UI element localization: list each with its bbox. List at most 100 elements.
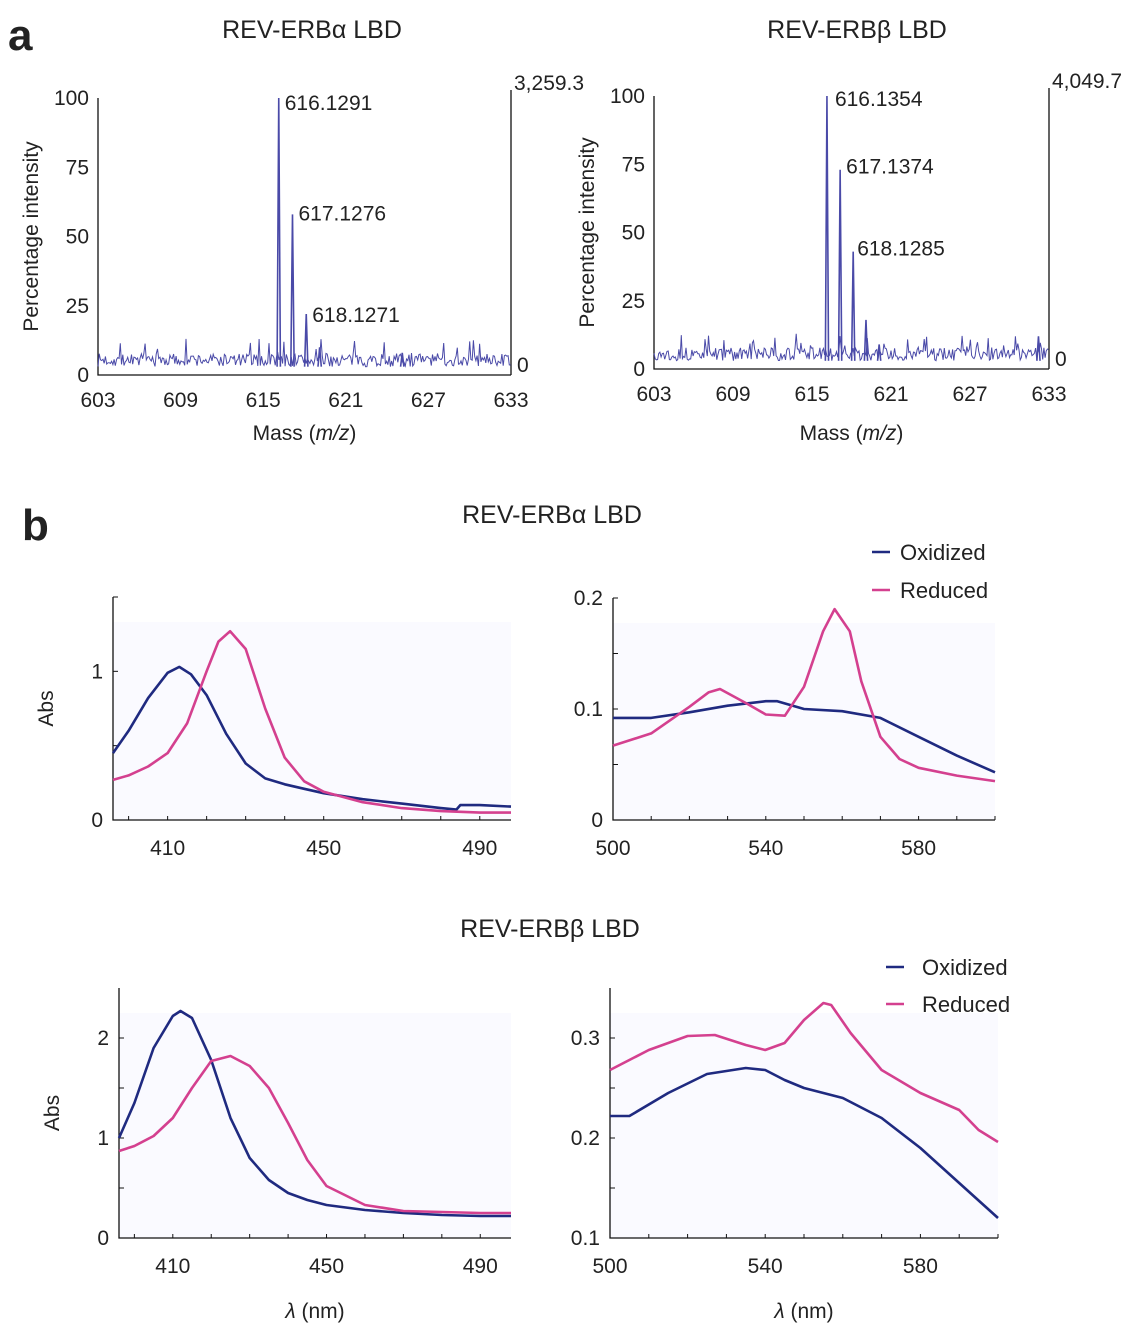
x-tick-label: 500	[592, 1255, 627, 1278]
x-tick-label: 500	[595, 837, 630, 860]
series-line-reduced	[118, 1054, 511, 1215]
axis-lines	[97, 90, 512, 376]
peak-label: 618.1285	[857, 238, 945, 261]
series-line-oxidized	[117, 1009, 511, 1218]
series-line-oxidized	[610, 1066, 999, 1219]
spectrum-peak	[876, 344, 882, 361]
peak-label: 617.1374	[846, 156, 934, 179]
y-axis-label: Abs	[35, 690, 58, 726]
spectrum-peak	[276, 97, 282, 367]
y-tick-label: 0.1	[571, 1227, 600, 1250]
x-tick-label: 580	[903, 1255, 938, 1278]
x-tick-label: 627	[411, 389, 446, 412]
axis-lines	[118, 988, 511, 1239]
plot-background	[119, 1013, 511, 1238]
right-axis-max-label: 3,259.3	[514, 72, 584, 95]
x-tick-label: 490	[462, 837, 497, 860]
peak-label: 617.1276	[298, 202, 386, 225]
y-tick-label: 1	[91, 660, 103, 683]
axis-lines	[653, 88, 1050, 370]
y-axis-label: Abs	[41, 1095, 64, 1131]
x-tick-label: 621	[328, 389, 363, 412]
spectrum-peak	[290, 214, 295, 367]
y-tick-label: 50	[622, 222, 645, 245]
panel-label-b: b	[22, 501, 49, 550]
right-axis-zero-label: 0	[1055, 348, 1067, 371]
spectrum-peak	[399, 352, 405, 367]
spectrum-peak	[850, 251, 856, 361]
y-tick-label: 0	[97, 1227, 109, 1250]
series-line-reduced	[112, 629, 511, 814]
x-tick-label: 621	[873, 383, 908, 406]
legend-beta: Oxidized Reduced	[886, 955, 1010, 1017]
x-tick-label: 580	[901, 837, 936, 860]
peak-label: 618.1271	[312, 304, 400, 327]
x-axis-label: Mass (m/z)	[253, 422, 357, 445]
series-line-reduced	[612, 607, 996, 783]
x-tick-label: 615	[246, 389, 281, 412]
absorbance-chart-beta-soret: 0 1 2 410 450 490 Abs λ (nm)	[41, 988, 511, 1323]
chart-title-abs-alpha: REV-ERBα LBD	[462, 501, 642, 529]
x-tick-label: 609	[715, 383, 750, 406]
y-tick-label: 0.2	[571, 1127, 600, 1150]
peak-label: 616.1291	[285, 92, 373, 115]
y-tick-label: 0.3	[571, 1027, 600, 1050]
x-axis-label: λ (nm)	[284, 1300, 344, 1323]
legend-label-reduced: Reduced	[922, 992, 1010, 1017]
y-tick-label: 0	[77, 364, 89, 387]
x-tick-label: 603	[636, 383, 671, 406]
spectrum-peak	[824, 95, 830, 361]
legend-alpha: Oxidized Reduced	[872, 540, 988, 603]
right-axis-zero-label: 0	[517, 354, 529, 377]
series-line-reduced	[609, 1001, 999, 1144]
y-tick-label: 0	[91, 809, 103, 832]
peak-label: 616.1354	[835, 88, 923, 111]
y-tick-label: 25	[66, 295, 89, 318]
y-tick-label: 50	[66, 226, 89, 249]
chart-title-abs-beta: REV-ERBβ LBD	[460, 915, 640, 943]
spectrum-peak	[837, 169, 843, 361]
chart-title-ms-alpha: REV-ERBα LBD	[222, 16, 402, 44]
y-tick-label: 0	[591, 809, 603, 832]
x-tick-label: 540	[748, 837, 783, 860]
y-axis-label: Percentage intensity	[576, 137, 599, 328]
x-tick-label: 450	[309, 1255, 344, 1278]
y-tick-label: 1	[97, 1127, 109, 1150]
spectrum-peak	[317, 347, 323, 367]
right-axis-max-label: 4,049.7	[1052, 70, 1122, 93]
spectrum-peak	[303, 314, 309, 367]
y-tick-label: 100	[54, 87, 89, 110]
x-tick-label: 540	[748, 1255, 783, 1278]
series-line-oxidized	[111, 665, 512, 811]
x-tick-label: 450	[306, 837, 341, 860]
absorbance-chart-alpha-q: 0 0.1 0.2 500 540 580	[574, 587, 996, 860]
x-tick-label: 615	[794, 383, 829, 406]
y-tick-label: 25	[622, 290, 645, 313]
x-tick-label: 410	[150, 837, 185, 860]
y-tick-label: 0	[633, 358, 645, 381]
x-tick-label: 633	[493, 389, 528, 412]
legend-label-oxidized: Oxidized	[922, 955, 1008, 980]
absorbance-chart-alpha-soret: 0 1 410 450 490 Abs	[35, 596, 512, 860]
x-tick-label: 603	[80, 389, 115, 412]
legend-label-reduced: Reduced	[900, 578, 988, 603]
legend-label-oxidized: Oxidized	[900, 540, 986, 565]
y-axis-label: Percentage intensity	[20, 141, 43, 332]
mass-spec-chart-beta: 0 25 50 75 100 603 609 615 621 627 633 4,049.7 0 Perc…	[576, 70, 1122, 445]
absorbance-chart-beta-q: 0.1 0.2 0.3 500 540 580 λ (nm)	[571, 988, 999, 1323]
spectrum-peak	[1036, 336, 1041, 361]
mass-spec-chart-alpha: 0 25 50 75 100 603 609 615 621 627 633 3,259.3 0 Perc…	[20, 72, 584, 445]
x-tick-label: 490	[463, 1255, 498, 1278]
y-tick-label: 75	[622, 153, 645, 176]
y-tick-label: 0.2	[574, 587, 603, 610]
panel-label-a: a	[8, 11, 33, 60]
x-tick-label: 609	[163, 389, 198, 412]
plot-background	[610, 1013, 998, 1238]
spectrum-peak	[863, 319, 869, 361]
y-tick-label: 0.1	[574, 698, 603, 721]
chart-title-ms-beta: REV-ERBβ LBD	[767, 16, 947, 44]
y-tick-label: 2	[97, 1027, 109, 1050]
y-tick-label: 100	[610, 85, 645, 108]
x-tick-label: 633	[1031, 383, 1066, 406]
